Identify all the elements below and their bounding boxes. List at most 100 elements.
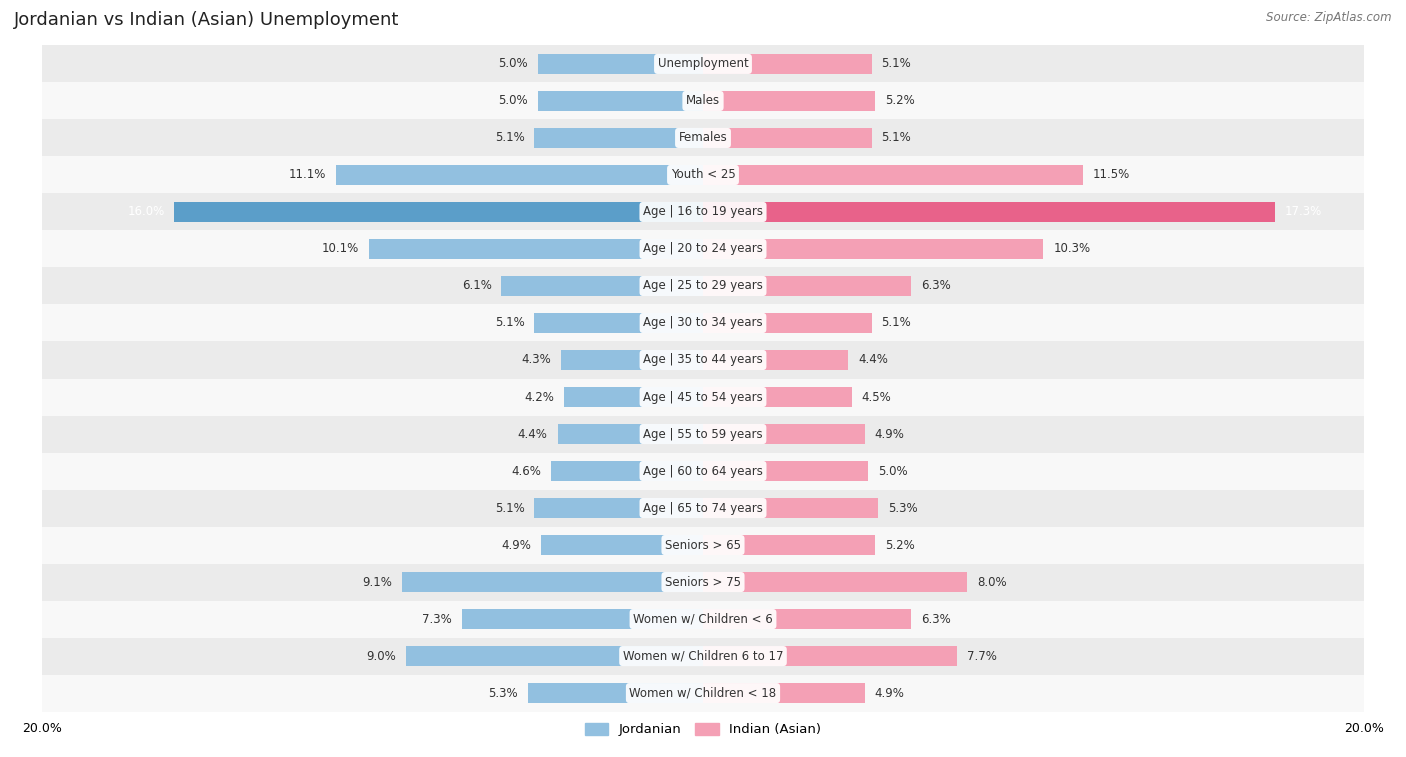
Bar [42,416,1364,453]
Bar [42,304,1364,341]
Text: 4.2%: 4.2% [524,391,554,403]
Bar [534,498,703,519]
Text: 5.0%: 5.0% [498,58,527,70]
Text: Women w/ Children 6 to 17: Women w/ Children 6 to 17 [623,650,783,662]
Text: 10.1%: 10.1% [322,242,360,255]
Text: 6.1%: 6.1% [461,279,492,292]
Text: 6.3%: 6.3% [921,279,950,292]
Bar [42,490,1364,527]
Bar [703,313,872,333]
Bar [703,387,852,407]
Bar [703,646,957,666]
Bar [703,683,865,703]
Text: 5.0%: 5.0% [879,465,908,478]
Text: 6.3%: 6.3% [921,612,950,625]
Text: 4.9%: 4.9% [875,428,904,441]
Bar [551,461,703,481]
Text: 5.1%: 5.1% [495,502,524,515]
Text: 5.1%: 5.1% [495,132,524,145]
Text: Women w/ Children < 6: Women w/ Children < 6 [633,612,773,625]
Bar [42,83,1364,120]
Text: Age | 60 to 64 years: Age | 60 to 64 years [643,465,763,478]
Text: Age | 25 to 29 years: Age | 25 to 29 years [643,279,763,292]
Text: Age | 55 to 59 years: Age | 55 to 59 years [643,428,763,441]
Bar [336,165,703,185]
Bar [703,535,875,555]
Text: Youth < 25: Youth < 25 [671,169,735,182]
Bar [42,378,1364,416]
Bar [541,535,703,555]
Text: 4.5%: 4.5% [862,391,891,403]
Text: 11.5%: 11.5% [1092,169,1130,182]
Text: 4.6%: 4.6% [512,465,541,478]
Bar [502,276,703,296]
Text: 4.3%: 4.3% [522,354,551,366]
Text: 5.3%: 5.3% [488,687,517,699]
Bar [42,194,1364,230]
Text: 5.1%: 5.1% [882,58,911,70]
Bar [461,609,703,629]
Bar [42,341,1364,378]
Text: 7.7%: 7.7% [967,650,997,662]
Bar [42,527,1364,563]
Bar [405,646,703,666]
Text: 16.0%: 16.0% [127,205,165,219]
Text: Seniors > 75: Seniors > 75 [665,575,741,588]
Bar [703,128,872,148]
Text: 5.1%: 5.1% [495,316,524,329]
Bar [42,674,1364,712]
Text: 4.9%: 4.9% [502,538,531,552]
Bar [537,91,703,111]
Bar [703,461,868,481]
Text: 10.3%: 10.3% [1053,242,1091,255]
Text: 17.3%: 17.3% [1285,205,1322,219]
Bar [42,637,1364,674]
Bar [703,609,911,629]
Text: Females: Females [679,132,727,145]
Bar [42,453,1364,490]
Text: Jordanian vs Indian (Asian) Unemployment: Jordanian vs Indian (Asian) Unemployment [14,11,399,30]
Bar [42,267,1364,304]
Legend: Jordanian, Indian (Asian): Jordanian, Indian (Asian) [579,718,827,742]
Text: Age | 35 to 44 years: Age | 35 to 44 years [643,354,763,366]
Bar [564,387,703,407]
Text: 9.0%: 9.0% [366,650,395,662]
Bar [534,128,703,148]
Text: Source: ZipAtlas.com: Source: ZipAtlas.com [1267,11,1392,24]
Text: Age | 30 to 34 years: Age | 30 to 34 years [643,316,763,329]
Bar [561,350,703,370]
Bar [703,498,879,519]
Bar [42,600,1364,637]
Text: Males: Males [686,95,720,107]
Text: 9.1%: 9.1% [363,575,392,588]
Text: Age | 65 to 74 years: Age | 65 to 74 years [643,502,763,515]
Bar [174,202,703,222]
Text: Unemployment: Unemployment [658,58,748,70]
Bar [703,350,848,370]
Text: 11.1%: 11.1% [290,169,326,182]
Bar [42,45,1364,83]
Bar [703,238,1043,259]
Bar [42,230,1364,267]
Text: 5.0%: 5.0% [498,95,527,107]
Bar [527,683,703,703]
Bar [703,165,1083,185]
Bar [703,202,1275,222]
Bar [703,276,911,296]
Text: Seniors > 65: Seniors > 65 [665,538,741,552]
Text: 8.0%: 8.0% [977,575,1007,588]
Bar [558,424,703,444]
Text: 5.2%: 5.2% [884,95,914,107]
Text: 5.2%: 5.2% [884,538,914,552]
Text: 4.9%: 4.9% [875,687,904,699]
Bar [42,120,1364,157]
Bar [42,563,1364,600]
Bar [402,572,703,592]
Bar [703,91,875,111]
Bar [370,238,703,259]
Text: Age | 16 to 19 years: Age | 16 to 19 years [643,205,763,219]
Text: 5.3%: 5.3% [889,502,918,515]
Text: Age | 20 to 24 years: Age | 20 to 24 years [643,242,763,255]
Bar [703,54,872,74]
Text: 5.1%: 5.1% [882,132,911,145]
